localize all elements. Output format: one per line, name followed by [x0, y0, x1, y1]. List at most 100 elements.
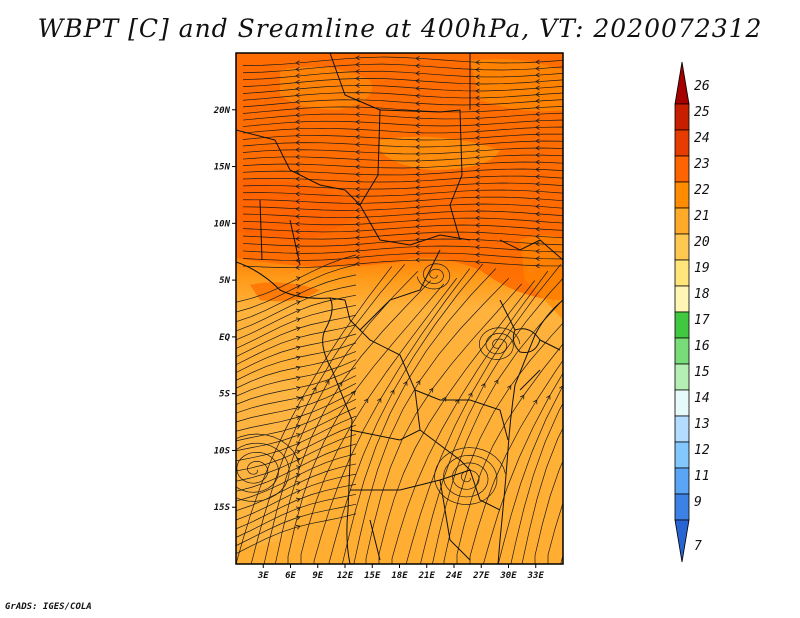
streamline-arrow [355, 248, 360, 254]
streamline [236, 493, 357, 538]
streamline-arrow [295, 213, 300, 219]
streamline-arrow [390, 389, 395, 395]
streamline [236, 264, 357, 313]
streamline-arrow [535, 211, 540, 217]
coastline-east [497, 299, 563, 564]
colorbar-label: 24 [694, 131, 710, 146]
lake-victoria [512, 328, 541, 353]
streamline-arrow [295, 176, 300, 182]
colorbar-segment [674, 415, 690, 443]
streamline-arrow [535, 111, 540, 117]
streamline-arrow [475, 148, 480, 154]
streamline-arrow [415, 55, 420, 61]
streamline-arrow [295, 465, 301, 470]
map-panel [236, 53, 615, 564]
streamline-arrow [415, 198, 420, 204]
streamline-arrow [415, 151, 420, 157]
streamline-arrow [415, 70, 420, 76]
streamline [236, 433, 357, 482]
streamline-arrow [475, 237, 480, 243]
streamline [443, 322, 563, 564]
streamline [236, 503, 357, 547]
streamline [242, 63, 563, 74]
lat-tick-label: 10S [214, 446, 231, 456]
colorbar-label: 26 [694, 79, 710, 94]
streamline-arrow [355, 235, 360, 241]
colorbar-segment [674, 103, 690, 131]
lat-tick-label: 5S [219, 390, 230, 400]
streamline-arrow [295, 169, 300, 174]
lat-tick-label: 10N [214, 219, 231, 229]
streamline-arrow [535, 174, 540, 180]
streamline-arrow [415, 93, 420, 99]
streamline-arrow [415, 165, 420, 171]
colorbar-label: 19 [694, 261, 710, 276]
lon-tick-label: 27E [472, 571, 490, 581]
streamline-arrow [295, 119, 300, 125]
streamline [242, 133, 563, 141]
streamline-arrow [295, 489, 301, 494]
streamline [534, 460, 563, 564]
streamline-arrow [475, 181, 480, 187]
streamline [242, 168, 563, 176]
colorbar-label: 25 [694, 105, 710, 120]
streamline-arrow [415, 100, 420, 106]
streamline-arrow [355, 68, 360, 74]
streamline [521, 427, 563, 564]
streamline-arrow [415, 78, 420, 84]
streamline [352, 277, 510, 564]
streamline [236, 294, 357, 341]
streamline [378, 280, 536, 564]
streamline-arrow [295, 221, 300, 227]
streamline-arrow [295, 386, 301, 391]
streamline-arrow [519, 394, 525, 400]
streamline-arrow [355, 171, 360, 177]
streamline-arrow [546, 394, 551, 400]
streamline [313, 268, 471, 564]
streamline-arrow [611, 400, 615, 404]
streamline-arrow [535, 72, 540, 78]
chart-title: WBPT [C] and Sreamline at 400hPa, VT: 20… [37, 14, 763, 43]
streamline-arrow [415, 158, 420, 164]
streamline [242, 259, 563, 268]
streamline [391, 270, 549, 564]
streamline-arrow [535, 234, 540, 239]
streamline-arrow [535, 79, 540, 84]
streamline-arrow [475, 230, 480, 235]
streamline-arrow [535, 66, 540, 71]
coastline-west [236, 261, 353, 564]
colorbar-label: 12 [694, 443, 710, 458]
streamline-arrow [415, 224, 420, 230]
streamline [326, 263, 484, 564]
streamline [242, 140, 563, 148]
streamline-arrow [295, 99, 300, 105]
streamline [236, 314, 357, 358]
streamline-arrow [325, 379, 330, 385]
streamline-arrow [535, 248, 540, 254]
streamline-arrow [415, 63, 420, 69]
streamline-arrow [475, 252, 480, 258]
colorbar-label: 7 [694, 539, 702, 554]
streamline [236, 367, 357, 408]
streamline-arrow [295, 206, 300, 212]
streamline-arrow [355, 228, 360, 234]
streamline-arrow [295, 79, 300, 85]
streamline-arrow [475, 135, 480, 141]
streamline-arrow [355, 241, 360, 247]
streamline-arrow [416, 380, 421, 385]
streamline-arrow [415, 204, 420, 210]
streamline-arrow [355, 207, 360, 213]
streamline [236, 304, 357, 349]
streamline [236, 274, 357, 323]
border-s3 [369, 479, 471, 561]
streamline-arrow [295, 126, 300, 132]
streamline-arrow [295, 147, 300, 153]
streamline-arrow [295, 265, 300, 271]
streamline [547, 501, 563, 564]
lon-tick-label: 9E [312, 571, 323, 581]
streamline-arrow [475, 102, 480, 108]
streamline-arrow [475, 67, 480, 73]
streamline [236, 483, 357, 530]
streamline-arrow [475, 194, 480, 200]
streamline-arrow [355, 214, 360, 220]
